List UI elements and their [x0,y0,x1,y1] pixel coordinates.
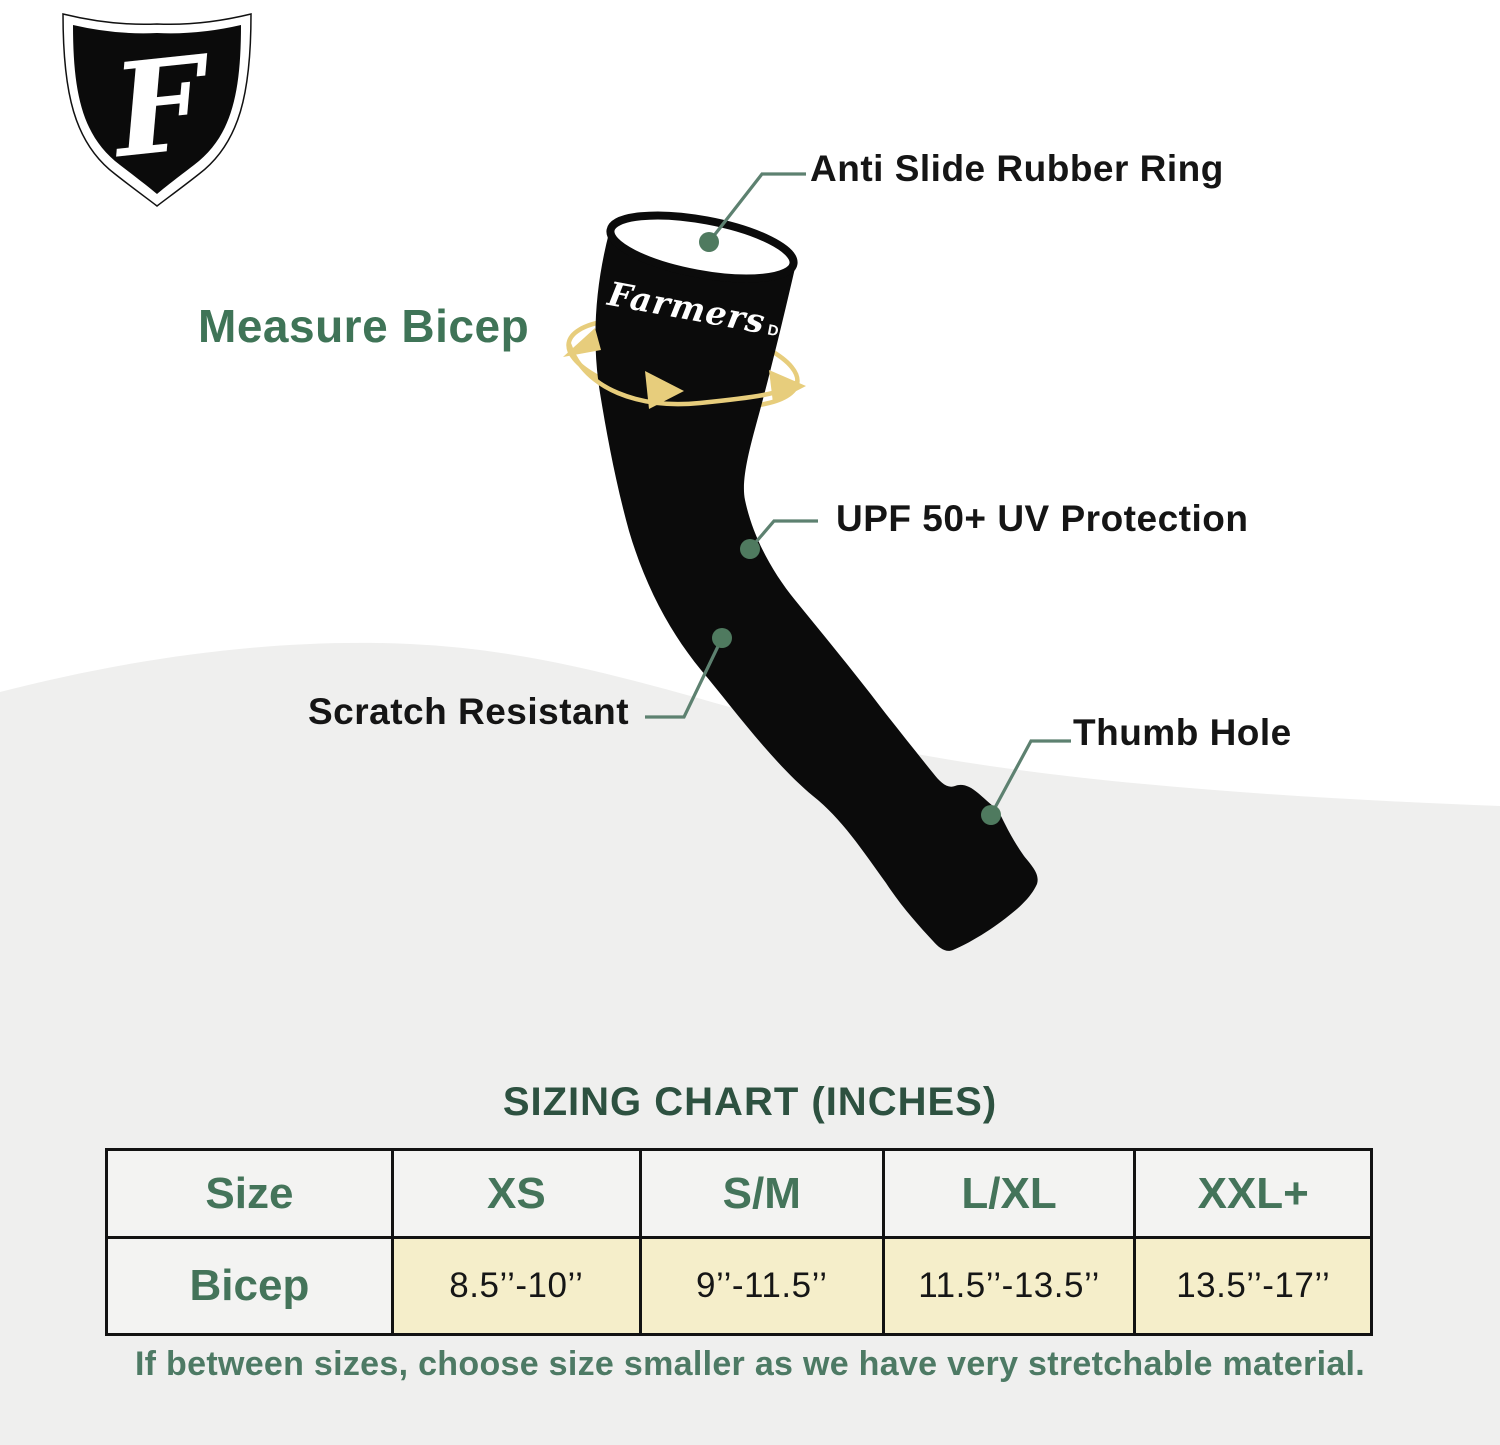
brand-shield-logo: F [62,13,252,207]
column-header-xxl: XXL+ [1133,1148,1373,1239]
measure-ring-front [563,328,806,409]
column-header-lxl: L/XL [881,1148,1137,1239]
sizing-table-header-row: Size XS S/M L/XL XXL+ [105,1148,1373,1239]
label-upf-protection: UPF 50+ UV Protection [836,498,1249,539]
callout-lines [645,172,1071,816]
sizing-note: If between sizes, choose size smaller as… [134,1345,1366,1383]
bicep-value-xxl: 13.5’’-17’’ [1133,1236,1373,1336]
upf-callout-dot [740,539,760,559]
label-measure-bicep: Measure Bicep [198,300,530,352]
anti-slide-callout-dot [699,232,719,252]
sizing-chart-title: SIZING CHART (INCHES) [502,1080,998,1124]
sizing-table-bicep-row: Bicep 8.5’’-10’’ 9’’-11.5’’ 11.5’’-13.5’… [105,1236,1373,1336]
measure-ring-arrow-center [645,371,684,409]
label-scratch-resistant: Scratch Resistant [308,691,630,732]
callout-dots [699,232,1001,825]
measure-ring-arrow-left [563,328,601,357]
scratch-callout-dot [712,628,732,648]
bicep-value-sm: 9’’-11.5’’ [638,1236,885,1336]
label-thumb-hole: Thumb Hole [1073,712,1292,753]
row-header-bicep: Bicep [105,1236,394,1336]
column-header-sm: S/M [638,1148,885,1239]
shield-field [73,25,241,194]
sizing-table: Size XS S/M L/XL XXL+ Bicep 8.5’’-10’’ 9… [105,1148,1373,1336]
measure-ring-arrow-right [769,370,806,403]
bicep-value-lxl: 11.5’’-13.5’’ [881,1236,1137,1336]
thumb-callout-dot [981,805,1001,825]
bicep-value-xs: 8.5’’-10’’ [390,1236,642,1336]
thumb-callout-line [989,739,1071,816]
column-header-size: Size [105,1148,394,1239]
anti-slide-callout-line [707,172,806,243]
label-anti-slide-rubber-ring: Anti Slide Rubber Ring [810,148,1224,189]
scratch-callout-line [645,637,724,719]
arm-sleeve-silhouette [595,223,1038,951]
upf-callout-line [748,519,818,551]
column-header-xs: XS [390,1148,642,1239]
